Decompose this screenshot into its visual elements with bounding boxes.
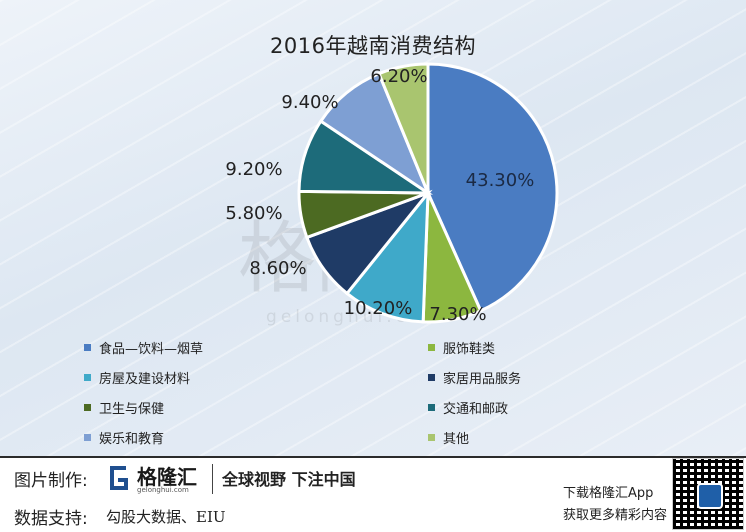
legend-label: 家居用品服务	[443, 371, 522, 387]
brand-logo-sub: gelonghui.com	[137, 486, 189, 494]
brand-logo-icon	[110, 466, 128, 490]
legend-item-4: 家居用品服务	[428, 366, 521, 388]
slogan: 全球视野 下注中国	[222, 470, 356, 489]
legend-swatch	[84, 343, 91, 351]
data-label-7: 9.40%	[281, 92, 338, 113]
legend-swatch	[84, 373, 91, 381]
legend-label: 卫生与保健	[99, 401, 165, 417]
footer: 图片制作: 格隆汇 gelonghui.com 全球视野 下注中国 数据支持: …	[0, 456, 746, 532]
legend-swatch	[84, 433, 91, 441]
app-line1: 下载格隆汇App	[563, 486, 654, 501]
legend-swatch	[428, 403, 435, 411]
legend-item-8: 其他	[428, 426, 469, 448]
legend-label: 交通和邮政	[443, 401, 509, 417]
data-label-8: 6.20%	[370, 66, 427, 87]
data-label-6: 9.20%	[225, 159, 282, 180]
qr-code-icon	[672, 458, 744, 530]
legend-label: 其他	[443, 431, 470, 447]
data-label-2: 7.30%	[429, 304, 486, 325]
pie-slice-8	[377, 62, 430, 194]
chart-panel: 2016年越南消费结构 格隆汇 gelonghui.com 43.30%7.30…	[0, 0, 746, 456]
footer-divider	[212, 464, 213, 494]
data-support-label: 数据支持:	[14, 509, 88, 529]
legend-label: 房屋及建设材料	[99, 371, 191, 387]
app-line2: 获取更多精彩内容	[563, 508, 668, 523]
data-label-4: 8.60%	[249, 258, 306, 279]
legend-item-5: 卫生与保健	[84, 396, 164, 418]
made-by-label: 图片制作:	[14, 471, 88, 491]
legend-swatch	[428, 373, 435, 381]
legend-item-2: 服饰鞋类	[428, 336, 495, 358]
legend-label: 食品—饮料—烟草	[99, 341, 204, 357]
pie-slice-3	[344, 188, 430, 324]
pie-chart: 格隆汇 gelonghui.com 43.30%7.30%10.20%8.60%…	[225, 62, 559, 327]
legend-label: 服饰鞋类	[443, 341, 496, 357]
chart-title: 2016年越南消费结构	[270, 34, 476, 58]
footer-rule	[0, 456, 746, 458]
brand-logo-text: 格隆汇	[137, 465, 197, 489]
legend-item-3: 房屋及建设材料	[84, 366, 190, 388]
legend-swatch	[84, 403, 91, 411]
legend-item-6: 交通和邮政	[428, 396, 508, 418]
legend-label: 娱乐和教育	[99, 431, 165, 447]
data-label-1: 43.30%	[466, 170, 535, 191]
legend-item-7: 娱乐和教育	[84, 426, 164, 448]
data-label-5: 5.80%	[225, 203, 282, 224]
data-support-value: 勾股大数据、EIU	[106, 508, 226, 526]
data-label-3: 10.20%	[344, 298, 413, 319]
legend: 食品—饮料—烟草 服饰鞋类房屋及建设材料 家居用品服务卫生与保健 交通和邮政娱乐和教育…	[84, 336, 704, 452]
legend-swatch	[428, 433, 435, 441]
legend-swatch	[428, 343, 435, 351]
pie-slice-1	[426, 62, 559, 313]
legend-item-1: 食品—饮料—烟草	[84, 336, 203, 358]
